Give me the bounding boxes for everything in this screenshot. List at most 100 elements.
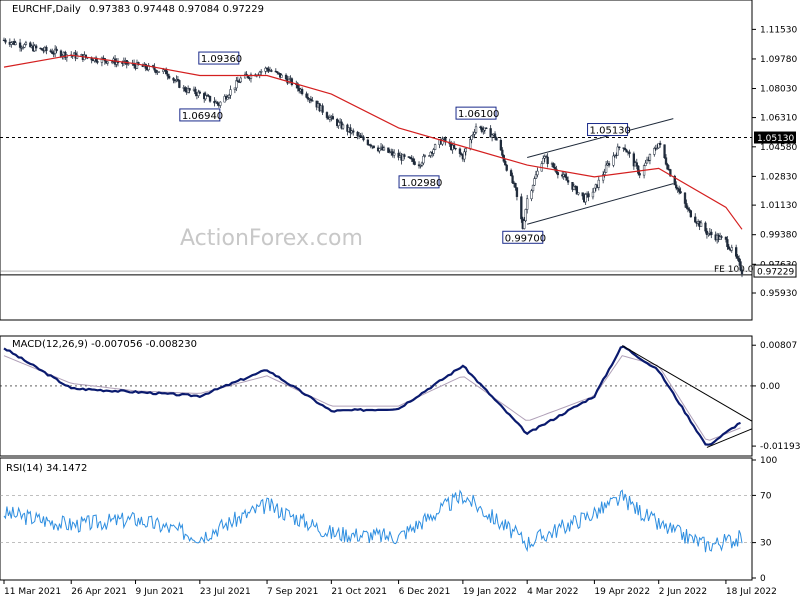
rsi-title: RSI(14) 34.1472 [6,463,87,474]
macd-panel-frame [0,335,753,457]
candle-body [55,48,58,52]
macd-trendlines [621,345,753,448]
candle-body [669,169,672,177]
rsi-line [3,489,743,553]
macd-upper-trendline [621,345,753,422]
candle-body [276,71,279,73]
candle-body [482,130,485,132]
candle-body [463,151,466,160]
candle-body [556,172,560,176]
candle-body [493,133,497,139]
candle-body [227,94,231,98]
candle-body [321,105,324,113]
macd-lower-trendline [706,428,753,448]
candle-body [167,75,171,79]
candle-body [352,130,355,133]
rsi-tick-label: 30 [760,539,772,549]
candle-body [116,61,120,64]
candle-body [401,154,405,161]
candle-body [505,164,508,171]
candlesticks [2,37,744,278]
candle-body [644,162,647,166]
candle-body [166,73,169,77]
candle-body [720,236,723,238]
candle-body [49,50,52,53]
last-price-label: 0.97229 [757,268,794,278]
rsi-axis: 100 70 30 0 [0,456,777,584]
candle-body [265,67,269,70]
candle-body [704,222,707,232]
candle-body [737,258,741,262]
time-tick-label: 21 Oct 2021 [331,587,387,597]
candle-body [305,93,308,98]
candle-body [369,144,372,147]
macd-title: MACD(12,26,9) -0.007056 -0.008230 [12,339,197,350]
candle-body [552,163,555,168]
candle-body [23,44,26,48]
channel-upper-line [527,118,674,158]
candle-body [94,57,98,62]
candle-body [29,42,32,48]
candle-body [664,157,668,165]
candle-body [238,81,241,83]
candle-body [707,233,710,235]
candle-body [219,101,222,106]
candle-body [666,164,669,170]
candle-body [409,156,412,159]
price-tick-label: 1.11530 [760,25,797,35]
candle-body [356,131,359,137]
annotation-label: 1.06940 [182,111,223,122]
price-panel-frame [0,0,753,321]
annotation-label: 1.09360 [201,54,242,65]
candle-body [470,135,473,140]
candle-body [260,71,263,73]
candle-body [645,159,649,164]
price-tick-label: 0.95930 [760,289,797,299]
candle-body [571,181,574,190]
candle-body [422,155,425,164]
candle-body [638,173,641,176]
price-axis: 1.11530 1.09780 1.08030 1.06310 1.04580 1.028… [752,25,797,299]
candle-body [188,88,191,91]
candle-body [176,79,180,81]
candle-body [393,152,396,156]
time-axis: 11 Mar 2021 26 Apr 2021 9 Jun 2021 23 Jul 2… [3,580,777,597]
candle-body [694,216,697,223]
candle-body [359,135,362,138]
candle-body [96,61,99,63]
candle-body [495,137,498,141]
candle-body [726,239,729,248]
macd-axis: 0.00807 0.00 -0.011933 [0,341,800,452]
candle-body [4,39,7,43]
candle-body [249,74,253,79]
candle-body [635,162,638,167]
candle-body [618,146,621,148]
candle-body [603,172,606,175]
candle-body [331,116,334,120]
candle-body [625,149,628,153]
candle-body [740,269,744,274]
candle-body [325,112,329,118]
time-tick-label: 9 Jun 2021 [136,587,184,597]
candle-body [172,77,175,81]
candle-body [110,61,114,63]
candle-body [509,170,513,176]
ohlc-readout: 0.97383 0.97448 0.97084 0.97229 [89,4,264,15]
candle-body [705,230,709,235]
candle-body [226,97,229,100]
candle-body [679,191,682,194]
candle-body [710,231,713,235]
candle-body [184,87,187,92]
candle-body [162,69,165,72]
moving-average-line [3,54,743,230]
candle-body [452,145,456,149]
candle-body [530,190,533,200]
candle-body [233,87,237,90]
candle-body [53,48,57,54]
candle-body [727,246,730,250]
candle-body [40,48,44,51]
candle-body [270,70,273,72]
candle-body [591,191,595,198]
candle-body [258,71,261,75]
